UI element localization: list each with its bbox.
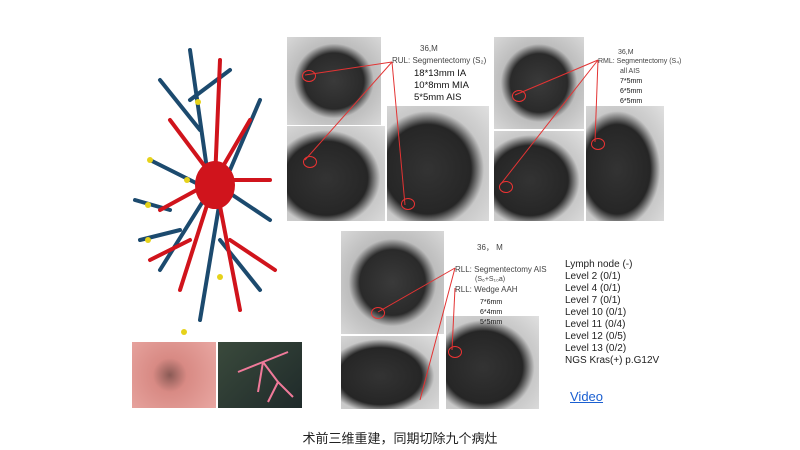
case2-pathology: all AIS <box>620 68 640 75</box>
case3-header: 36， M <box>477 243 503 252</box>
case1-procedure: RUL: Segmentectomy (S₂) <box>392 56 487 65</box>
case1-lesion: 5*5mm AIS <box>414 92 462 103</box>
lymph-level: Level 7 (0/1) <box>565 295 621 306</box>
lymph-level: Level 13 (0/2) <box>565 343 627 354</box>
ct-case1-axial <box>286 36 382 126</box>
case3-lesion: 5*5mm <box>480 319 503 326</box>
caption: 术前三维重建，同期切除九个病灶 <box>302 431 498 446</box>
case2-procedure: RML: Segmentectomy (S₄) <box>598 58 682 65</box>
lymph-level: Level 2 (0/1) <box>565 271 621 282</box>
ct-case2-lesion-2 <box>493 130 585 222</box>
case3-procedure-1: RLL: Segmentectomy AIS <box>455 265 547 274</box>
lymph-level: Level 12 (0/5) <box>565 331 627 342</box>
lymph-title: Lymph node (-) <box>565 259 633 270</box>
lymph-level: Level 11 (0/4) <box>565 319 626 330</box>
video-link[interactable]: Video <box>570 389 604 404</box>
case1-header: 36,M <box>420 44 438 53</box>
ct-case3-lesion-3 <box>445 315 540 410</box>
case2-lesion: 6*5mm <box>620 88 643 95</box>
ct-case1-lesion-3 <box>386 105 490 222</box>
ct-case2-axial <box>493 36 585 130</box>
case1-lesion: 18*13mm IA <box>414 68 467 79</box>
case3-procedure-2: RLL: Wedge AAH <box>455 285 518 294</box>
case2-header: 36,M <box>618 49 634 56</box>
ct-case3-lesion-2 <box>340 335 440 410</box>
case3-procedure-1-sub: (S₆+S₁₀a) <box>475 276 506 283</box>
ngs-result: NGS Kras(+) p.G12V <box>565 355 660 366</box>
case3-lesion: 6*4mm <box>480 309 503 316</box>
lymph-level: Level 10 (0/1) <box>565 307 627 318</box>
ct-case2-lesion-3 <box>585 105 665 222</box>
lymph-level: Level 4 (0/1) <box>565 283 621 294</box>
case2-lesion: 6*5mm <box>620 98 643 105</box>
case1-lesion: 10*8mm MIA <box>414 80 469 91</box>
lung-3d-reconstruction <box>133 48 277 335</box>
case3-lesion: 7*6mm <box>480 299 503 306</box>
bronchoscopy-image <box>132 342 216 408</box>
ct-case1-lesion-2 <box>286 125 386 222</box>
case2-lesion: 7*5mm <box>620 78 643 85</box>
ct-case3-axial <box>340 230 445 335</box>
airway-tree <box>237 351 294 403</box>
